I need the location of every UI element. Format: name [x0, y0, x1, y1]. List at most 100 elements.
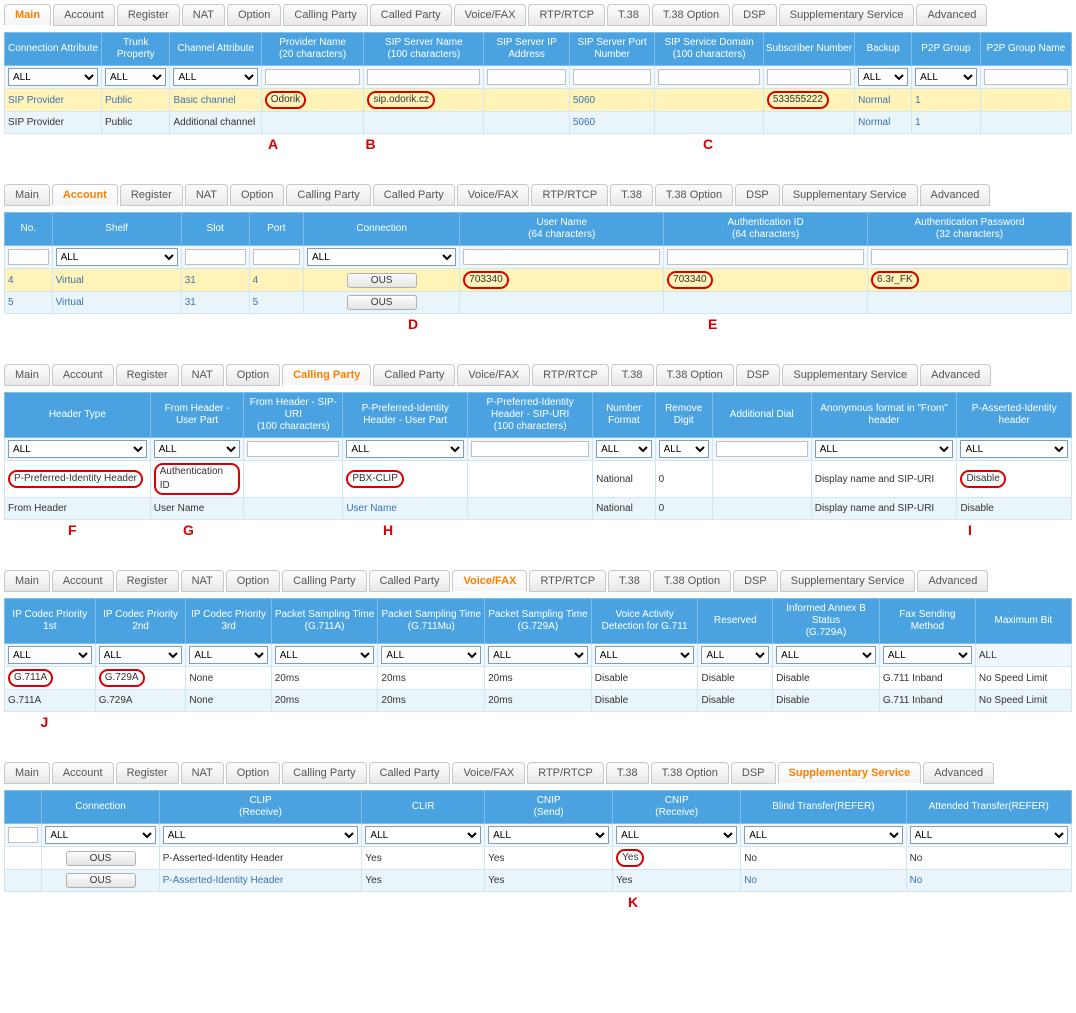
- tab-main[interactable]: Main: [4, 364, 50, 386]
- filter-select[interactable]: ALL: [815, 440, 954, 458]
- tab-rtp-rtcp[interactable]: RTP/RTCP: [529, 570, 606, 592]
- filter-select[interactable]: ALL: [163, 826, 359, 844]
- tab-nat[interactable]: NAT: [185, 184, 228, 206]
- tab-account[interactable]: Account: [53, 4, 115, 26]
- table-row[interactable]: OUSP-Asserted-Identity HeaderYesYesYesNo…: [5, 870, 1072, 892]
- tab-calling-party[interactable]: Calling Party: [286, 184, 370, 206]
- filter-select[interactable]: ALL: [8, 440, 147, 458]
- filter-select[interactable]: ALL: [365, 826, 481, 844]
- tab-dsp[interactable]: DSP: [732, 4, 777, 26]
- filter-select[interactable]: ALL: [45, 826, 155, 844]
- tab-advanced[interactable]: Advanced: [916, 4, 987, 26]
- tab-dsp[interactable]: DSP: [735, 184, 780, 206]
- filter-select[interactable]: ALL: [915, 68, 976, 86]
- filter-select[interactable]: ALL: [488, 826, 609, 844]
- tab-called-party[interactable]: Called Party: [373, 364, 455, 386]
- filter-select[interactable]: ALL: [883, 646, 972, 664]
- tab-option[interactable]: Option: [226, 364, 280, 386]
- filter-input[interactable]: [253, 249, 300, 265]
- tab-register[interactable]: Register: [116, 570, 179, 592]
- filter-select[interactable]: ALL: [8, 68, 98, 86]
- tab-rtp-rtcp[interactable]: RTP/RTCP: [528, 4, 605, 26]
- table-row[interactable]: G.711AG.729ANone20ms20ms20msDisableDisab…: [5, 667, 1072, 690]
- table-row[interactable]: From HeaderUser NameUser NameNational0Di…: [5, 498, 1072, 520]
- filter-select[interactable]: ALL: [189, 646, 267, 664]
- filter-select[interactable]: ALL: [595, 646, 695, 664]
- tab-t-38[interactable]: T.38: [606, 762, 649, 784]
- tab-nat[interactable]: NAT: [181, 570, 224, 592]
- filter-input[interactable]: [265, 69, 361, 85]
- tab-t-38-option[interactable]: T.38 Option: [653, 570, 731, 592]
- filter-select[interactable]: ALL: [910, 826, 1068, 844]
- tab-calling-party[interactable]: Calling Party: [283, 4, 367, 26]
- tab-called-party[interactable]: Called Party: [370, 4, 452, 26]
- tab-register[interactable]: Register: [116, 762, 179, 784]
- filter-select[interactable]: ALL: [381, 646, 481, 664]
- tab-rtp-rtcp[interactable]: RTP/RTCP: [532, 364, 609, 386]
- filter-select[interactable]: ALL: [596, 440, 651, 458]
- tab-called-party[interactable]: Called Party: [369, 570, 451, 592]
- tab-called-party[interactable]: Called Party: [373, 184, 455, 206]
- table-row[interactable]: G.711AG.729ANone20ms20ms20msDisableDisab…: [5, 690, 1072, 712]
- tab-main[interactable]: Main: [4, 4, 51, 26]
- tab-nat[interactable]: NAT: [181, 762, 224, 784]
- filter-select[interactable]: ALL: [488, 646, 588, 664]
- tab-voice-fax[interactable]: Voice/FAX: [454, 4, 527, 26]
- filter-input[interactable]: [185, 249, 246, 265]
- filter-input[interactable]: [984, 69, 1068, 85]
- tab-voice-fax[interactable]: Voice/FAX: [452, 762, 525, 784]
- tab-advanced[interactable]: Advanced: [923, 762, 994, 784]
- table-row[interactable]: 5Virtual315OUS: [5, 292, 1072, 314]
- filter-select[interactable]: ALL: [307, 248, 456, 266]
- tab-option[interactable]: Option: [226, 570, 280, 592]
- ous-button[interactable]: OUS: [66, 851, 136, 866]
- tab-calling-party[interactable]: Calling Party: [282, 570, 366, 592]
- tab-advanced[interactable]: Advanced: [920, 184, 991, 206]
- tab-voice-fax[interactable]: Voice/FAX: [457, 184, 530, 206]
- tab-dsp[interactable]: DSP: [731, 762, 776, 784]
- filter-select[interactable]: ALL: [105, 68, 166, 86]
- tab-main[interactable]: Main: [4, 570, 50, 592]
- filter-select[interactable]: ALL: [99, 646, 183, 664]
- filter-input[interactable]: [8, 249, 49, 265]
- tab-dsp[interactable]: DSP: [733, 570, 778, 592]
- tab-t-38[interactable]: T.38: [610, 184, 653, 206]
- tab-voice-fax[interactable]: Voice/FAX: [452, 570, 527, 592]
- filter-select[interactable]: ALL: [154, 440, 241, 458]
- table-row[interactable]: P-Preferred-Identity HeaderAuthenticatio…: [5, 461, 1072, 498]
- filter-select[interactable]: ALL: [275, 646, 375, 664]
- filter-select[interactable]: ALL: [744, 826, 902, 844]
- filter-select[interactable]: ALL: [659, 440, 709, 458]
- tab-supplementary-service[interactable]: Supplementary Service: [782, 364, 918, 386]
- filter-input[interactable]: [573, 69, 652, 85]
- tab-supplementary-service[interactable]: Supplementary Service: [779, 4, 915, 26]
- filter-select[interactable]: ALL: [701, 646, 769, 664]
- tab-voice-fax[interactable]: Voice/FAX: [457, 364, 530, 386]
- filter-input[interactable]: [658, 69, 759, 85]
- ous-button[interactable]: OUS: [347, 295, 417, 310]
- filter-select[interactable]: ALL: [960, 440, 1068, 458]
- tab-nat[interactable]: NAT: [181, 364, 224, 386]
- table-row[interactable]: SIP ProviderPublicBasic channelOdoriksip…: [5, 89, 1072, 112]
- tab-t-38-option[interactable]: T.38 Option: [651, 762, 729, 784]
- filter-input[interactable]: [767, 69, 851, 85]
- filter-select[interactable]: ALL: [346, 440, 464, 458]
- filter-select[interactable]: ALL: [776, 646, 876, 664]
- tab-rtp-rtcp[interactable]: RTP/RTCP: [527, 762, 604, 784]
- tab-register[interactable]: Register: [117, 4, 180, 26]
- tab-account[interactable]: Account: [52, 762, 114, 784]
- table-row[interactable]: OUSP-Asserted-Identity HeaderYesYesYesNo…: [5, 847, 1072, 870]
- tab-dsp[interactable]: DSP: [736, 364, 781, 386]
- filter-input[interactable]: [8, 827, 38, 843]
- tab-supplementary-service[interactable]: Supplementary Service: [778, 762, 922, 784]
- filter-select[interactable]: ALL: [56, 248, 178, 266]
- filter-select[interactable]: ALL: [173, 68, 257, 86]
- tab-option[interactable]: Option: [230, 184, 284, 206]
- filter-input[interactable]: [463, 249, 660, 265]
- tab-main[interactable]: Main: [4, 184, 50, 206]
- filter-input[interactable]: [367, 69, 480, 85]
- filter-input[interactable]: [487, 69, 566, 85]
- tab-advanced[interactable]: Advanced: [920, 364, 991, 386]
- tab-main[interactable]: Main: [4, 762, 50, 784]
- tab-called-party[interactable]: Called Party: [369, 762, 451, 784]
